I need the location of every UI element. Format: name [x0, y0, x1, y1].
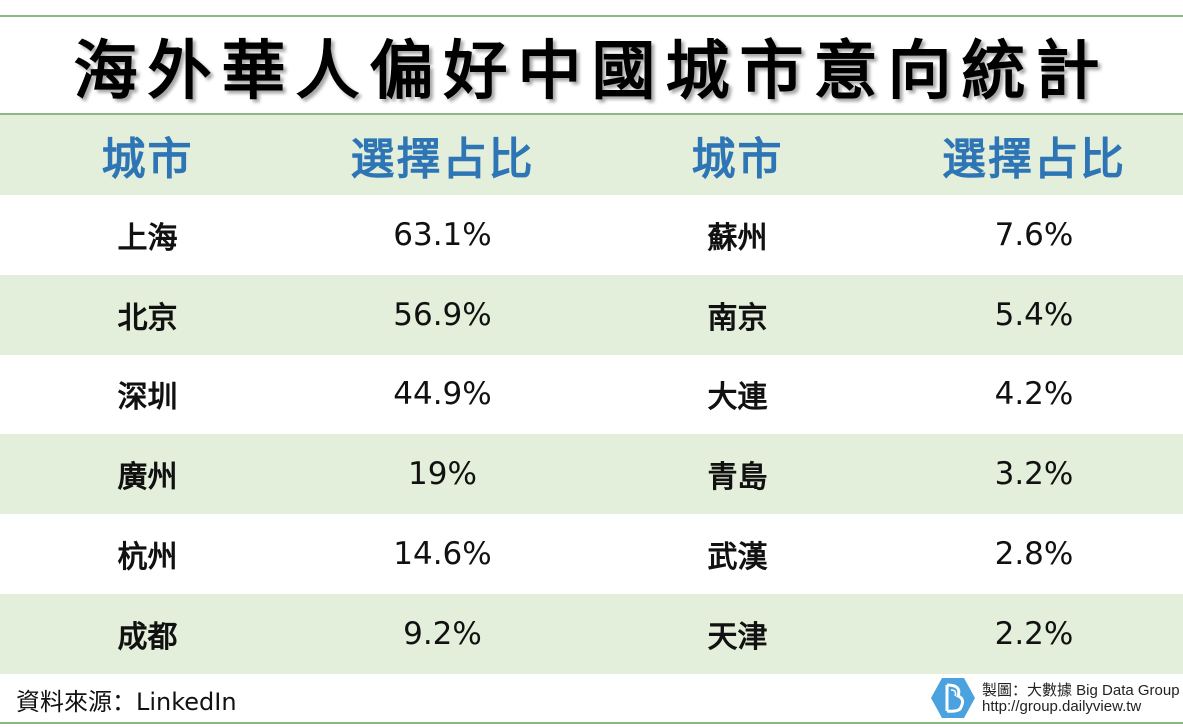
cell-city: 青島 [707, 460, 768, 496]
cell-city: 天津 [707, 619, 768, 655]
cell-city: 蘇州 [707, 220, 768, 256]
cell-city: 上海 [117, 220, 178, 256]
cell-share: 19% [408, 456, 477, 493]
cell-city: 深圳 [117, 380, 178, 416]
table-row: 上海 63.1% 蘇州 7.6% [0, 195, 1183, 275]
cell-city: 杭州 [117, 540, 178, 576]
data-table: 城市 選擇占比 城市 選擇占比 上海 63.1% 蘇州 7.6% 北京 56.9% 南京 5.… [0, 115, 1183, 674]
cell-city: 南京 [707, 300, 768, 336]
cell-share: 56.9% [393, 296, 492, 333]
table-row: 北京 56.9% 南京 5.4% [0, 274, 1183, 355]
column-header-share: 選擇占比 [350, 134, 535, 185]
source-note: 資料來源：LinkedIn [16, 688, 237, 716]
credit-text: 製圖：大數據 Big Data Group [982, 682, 1180, 699]
cell-share: 3.2% [994, 456, 1074, 493]
top-rule [0, 15, 1183, 17]
cell-share: 2.8% [994, 536, 1074, 573]
credit-url: http://group.dailyview.tw [982, 698, 1142, 715]
column-header-city: 城市 [101, 134, 194, 185]
table-row: 杭州 14.6% 武漢 2.8% [0, 514, 1183, 594]
table-row: 成都 9.2% 天津 2.2% [0, 593, 1183, 674]
cell-share: 7.6% [994, 216, 1074, 253]
column-header-share: 選擇占比 [942, 134, 1126, 185]
table-header-row: 城市 選擇占比 城市 選擇占比 [0, 115, 1183, 195]
cell-city: 成都 [117, 619, 178, 655]
brand-credit: 製圖：大數據 Big Data Group http://group.daily… [930, 676, 1180, 720]
footer: 資料來源：LinkedIn 製圖：大數據 Big Data Group http… [0, 672, 1183, 722]
big-data-logo-icon [931, 678, 975, 718]
cell-share: 14.6% [393, 536, 492, 573]
cell-share: 9.2% [403, 615, 482, 652]
title-rule [0, 113, 1183, 115]
cell-city: 武漢 [707, 540, 768, 576]
bottom-rule [0, 722, 1183, 724]
cell-city: 大連 [707, 380, 768, 416]
cell-city: 北京 [117, 300, 178, 336]
cell-share: 63.1% [393, 216, 492, 253]
cell-share: 5.4% [994, 296, 1074, 333]
chart-title: 海外華人偏好中國城市意向統計 [73, 35, 1110, 109]
column-header-city: 城市 [691, 134, 784, 185]
table-row: 廣州 19% 青島 3.2% [0, 434, 1183, 515]
cell-share: 44.9% [393, 376, 492, 413]
cell-share: 2.2% [994, 615, 1074, 652]
table-row: 深圳 44.9% 大連 4.2% [0, 355, 1183, 435]
cell-city: 廣州 [117, 460, 178, 496]
cell-share: 4.2% [994, 376, 1074, 413]
